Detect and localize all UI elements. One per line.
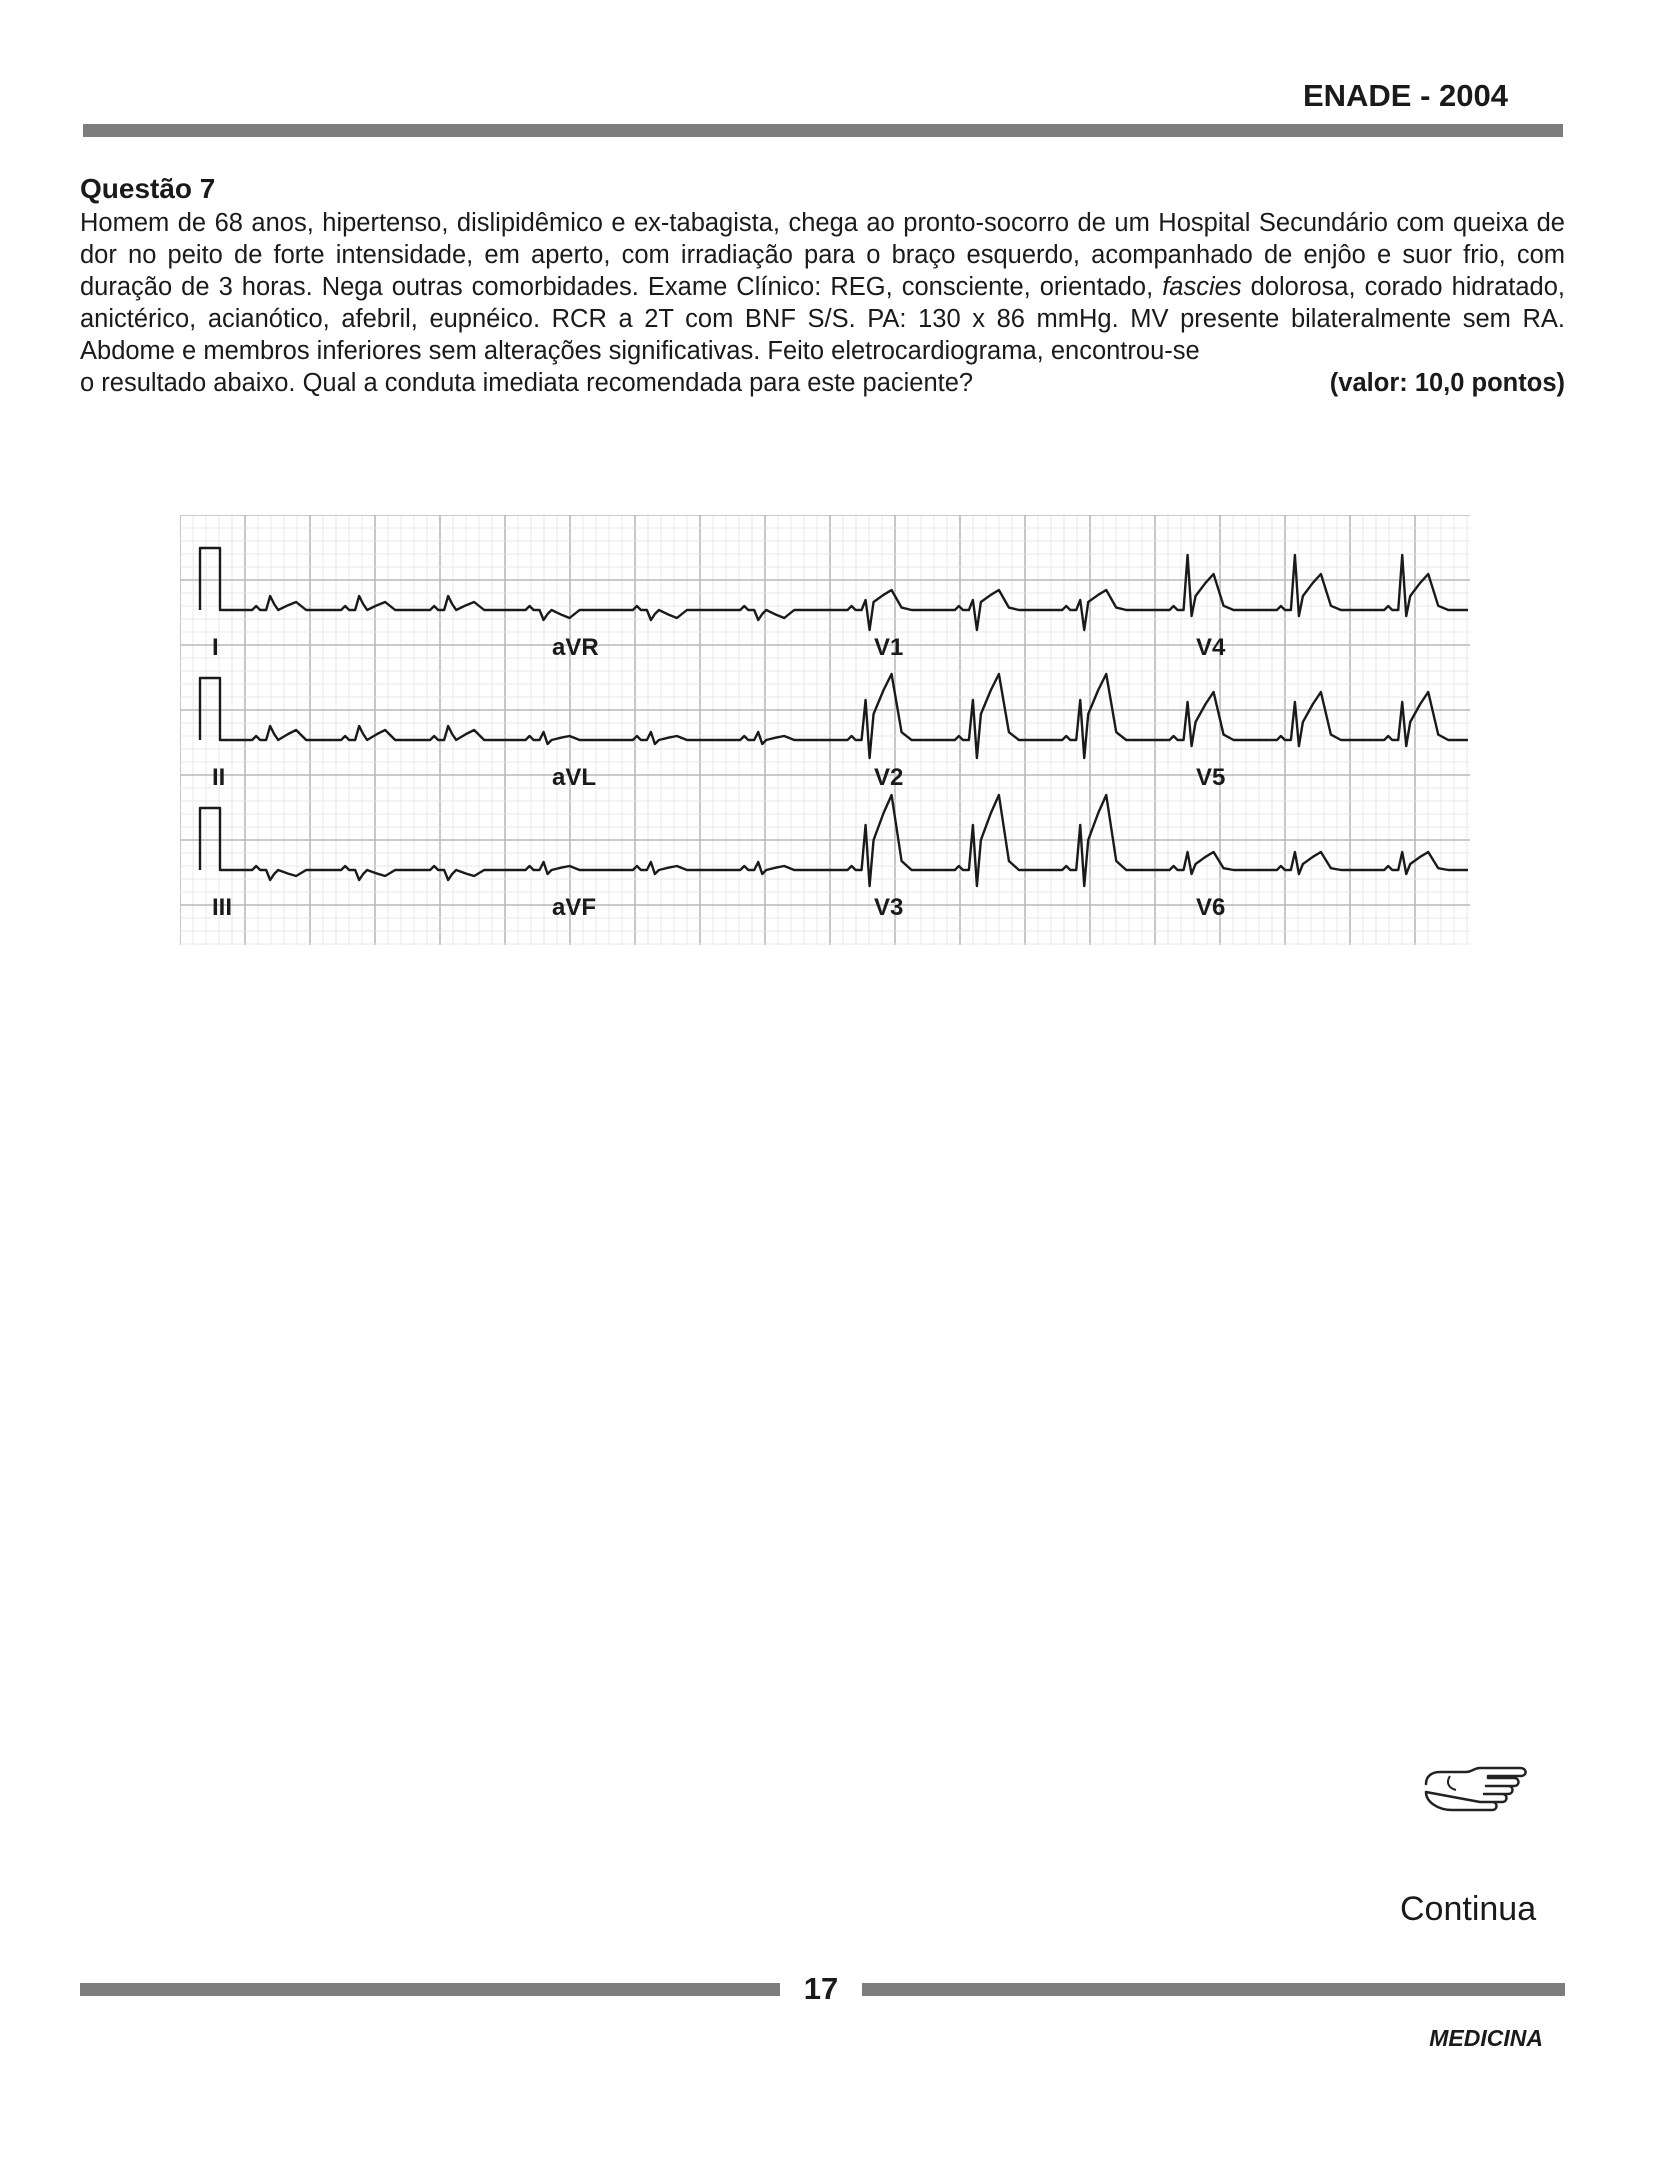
ecg-lead-label: V1 [874,634,903,661]
ecg-lead-label: aVR [552,634,599,661]
question-text-last: o resultado abaixo. Qual a conduta imedi… [80,369,974,397]
question: Questão 7 Homem de 68 anos, hipertenso, … [80,173,1565,399]
ecg-lead-label: V4 [1196,634,1226,661]
ecg-grid [180,515,1470,945]
ecg-lead-label: V5 [1196,764,1225,791]
header-rule [83,124,1563,137]
question-text: Homem de 68 anos, hipertenso, dislipidêm… [80,207,1565,399]
pointing-hand-icon [1422,1762,1532,1822]
page-number: 17 [803,1971,839,2006]
ecg-lead-label: aVL [552,764,596,791]
footer-rule-left [80,1983,780,1996]
question-last-line: o resultado abaixo. Qual a conduta imedi… [80,367,1565,399]
ecg-lead-label: V2 [874,764,903,791]
ecg-lead-label: I [212,634,219,661]
ecg-lead-label: III [212,894,232,921]
footer-subject: MEDICINA [1429,2025,1543,2051]
ecg-lead-label: II [212,764,225,791]
question-text-part-2: dolorosa, corado hidratado, anictérico, … [80,273,1565,365]
question-text-part-1: Homem de 68 anos, hipertenso, dislipidêm… [80,209,1565,301]
question-title: Questão 7 [80,173,216,204]
ecg-lead-label: aVF [552,894,596,921]
ecg-lead-label: V6 [1196,894,1225,921]
ecg-traces [198,546,1468,888]
question-points: (valor: 10,0 pontos) [1329,369,1565,397]
footer-rule-right [862,1983,1565,1996]
continue-label: Continua [1400,1890,1537,1928]
question-text-italic: fascies [1162,273,1242,301]
header-title: ENADE - 2004 [1302,78,1508,113]
ecg-lead-label: V3 [874,894,903,921]
